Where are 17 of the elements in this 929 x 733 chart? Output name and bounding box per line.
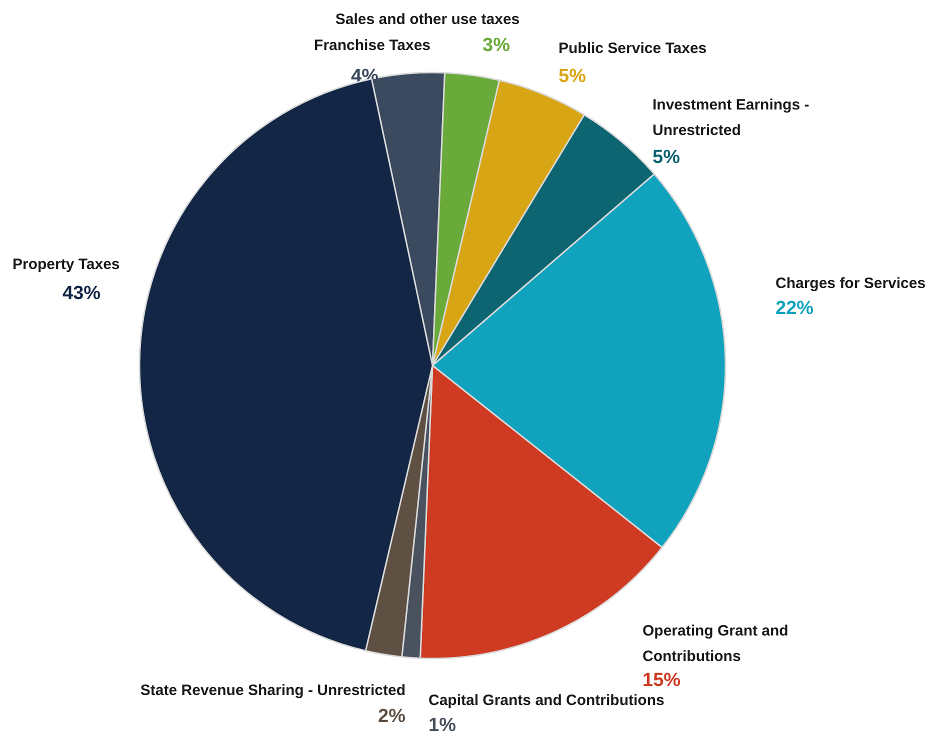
slice-label: Franchise Taxes	[314, 37, 431, 54]
slice-label: Public Service Taxes	[558, 40, 707, 57]
data-label: 5%	[558, 66, 586, 87]
data-label: 43%	[62, 283, 101, 304]
data-label: 5%	[652, 147, 680, 168]
data-label: 3%	[482, 35, 510, 56]
slice-label: Capital Grants and Contributions	[428, 692, 664, 709]
slice-label: Investment Earnings - Unrestricted	[652, 96, 810, 139]
data-label: 15%	[642, 670, 681, 691]
data-label: 22%	[776, 298, 814, 319]
data-label: 1%	[428, 715, 456, 733]
data-label: 2%	[378, 706, 406, 727]
slice-label: State Revenue Sharing - Unrestricted	[140, 682, 406, 699]
slice-label: Operating Grant and Contributions	[642, 622, 788, 665]
slice-label: Property Taxes	[12, 256, 120, 273]
slice-label: Sales and other use taxes	[335, 11, 520, 28]
slice-label: Charges for Services	[776, 275, 926, 292]
